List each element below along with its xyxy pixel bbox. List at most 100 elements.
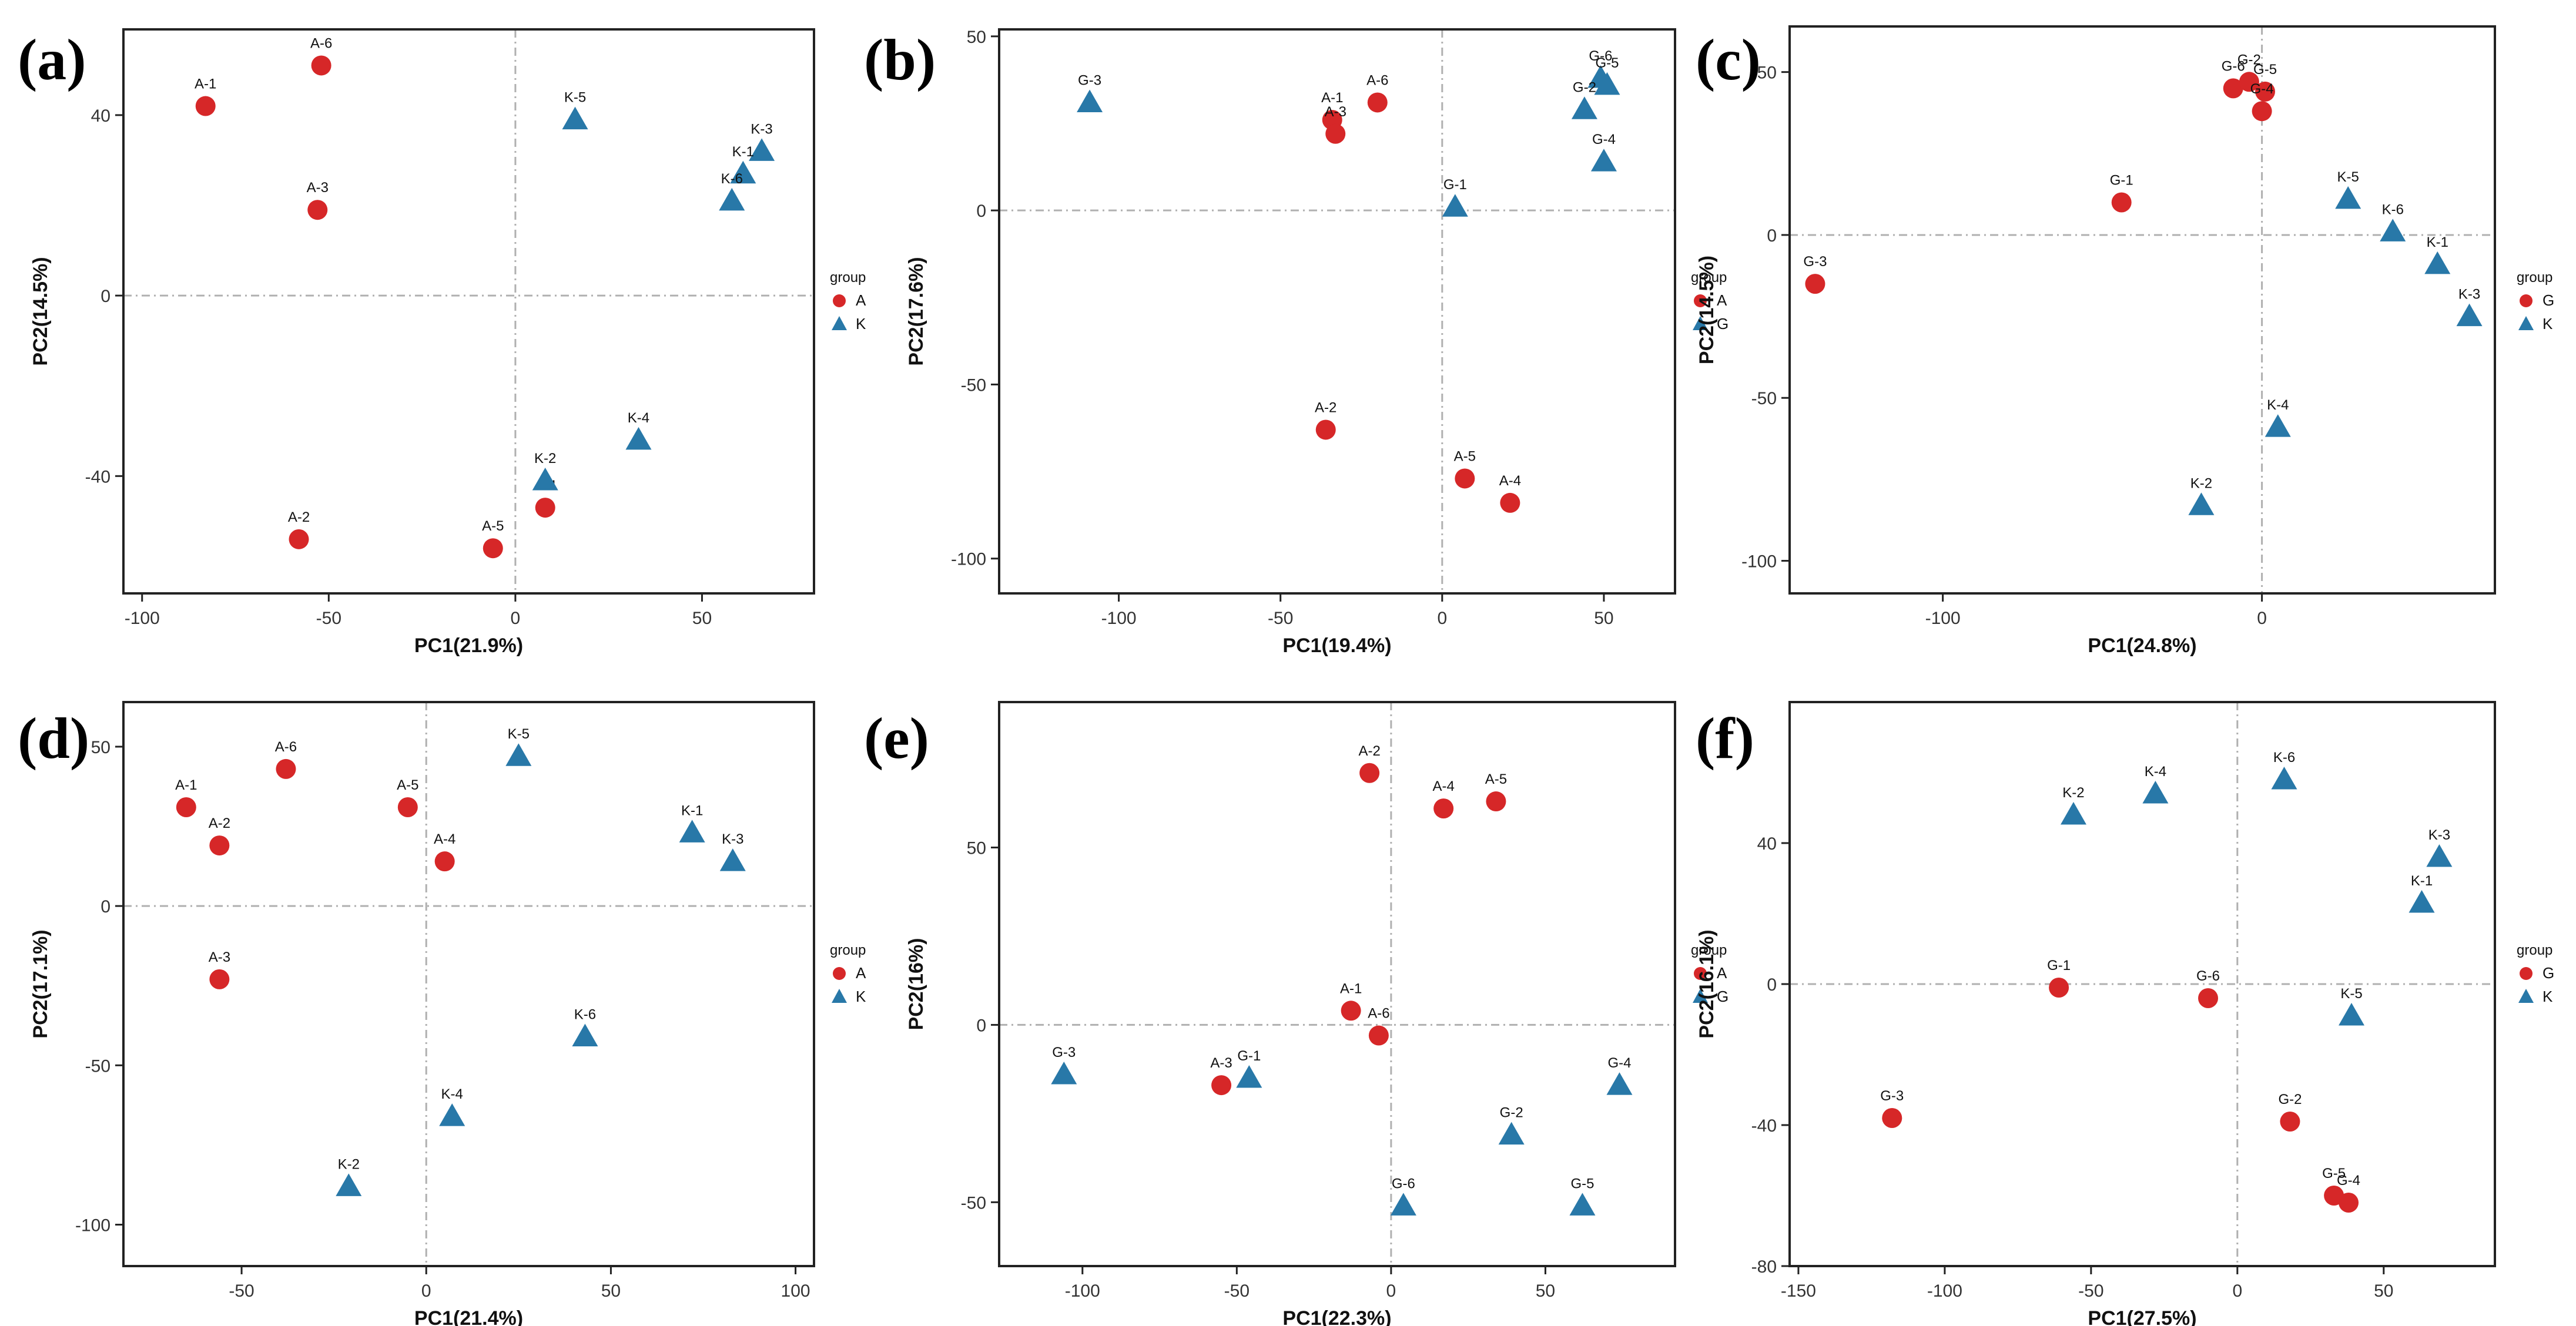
point-K-3 [719,848,746,871]
point-A-5 [1486,791,1506,812]
point-label-G-3: G-3 [1078,72,1101,88]
x-axis-label: PC1(27.5%) [2088,1307,2196,1326]
point-K-5 [2339,1003,2365,1026]
point-K-5 [2335,186,2361,209]
legend-label-K: K [2542,988,2553,1005]
legend-label-G: G [1717,988,1729,1005]
point-G-2 [2280,1112,2300,1132]
panel-letter: (a) [18,27,86,92]
point-A-5 [483,538,503,559]
data-points: K-6 K-4 K-2 K-3 K-1 K-5 G-1 G-6 G-3 G-2 G-5G-4 [1880,750,2453,1213]
point-label-G-6: G-6 [2222,58,2245,74]
point-A-2 [1359,763,1380,783]
point-label-G-5: G-5 [2322,1166,2346,1181]
point-K-4 [625,427,652,450]
y-tick-label: 0 [1767,226,1777,246]
point-label-G-2: G-2 [2237,52,2261,68]
point-label-K-1: K-1 [2427,234,2448,250]
x-tick-label: 50 [1594,609,1613,628]
point-A-2 [209,835,230,856]
point-K-3 [2426,844,2453,867]
point-A-2 [289,529,309,549]
panel-d: (d) -50 0 50 100 -100 -50 0 50 PC1(21.4%) PC2(17.1… [18,701,866,1326]
point-K-6 [719,187,745,211]
point-label-K-2: K-2 [534,451,556,466]
legend: group AG [1691,270,1729,333]
x-tick-label: 50 [2374,1281,2393,1301]
legend-title: group [2517,942,2552,958]
point-A-1 [1341,1001,1361,1021]
panel-a: (a) -100 -50 0 50 -40 0 40 PC1(21.9%) PC2(14.5%) A… [18,27,866,657]
legend-marker-G [1693,989,1708,1003]
point-G-2 [1571,96,1597,119]
point-label-K-4: K-4 [2145,764,2166,780]
point-label-A-1: A-1 [195,76,216,92]
y-tick-label: 50 [967,28,986,47]
y-axis-label: PC2(17.1%) [29,929,52,1038]
point-K-2 [532,468,558,491]
panel-c: (c) -100 0 -100 -50 0 50 PC1(24.8%) PC2(14.5%) G-… [1696,25,2554,657]
plot-frame [998,28,1676,595]
x-tick-label: -150 [1781,1281,1816,1301]
point-label-K-5: K-5 [508,726,530,742]
x-tick-label: -100 [125,609,160,628]
y-axis-label: PC2(16.1%) [1696,929,1718,1038]
point-label-A-6: A-6 [1368,1006,1389,1022]
legend-title: group [2517,270,2552,286]
y-tick-label: 50 [967,839,986,858]
point-K-3 [2456,303,2483,327]
y-tick-label: 0 [101,287,110,306]
point-A-6 [276,758,296,779]
y-tick-label: -100 [1741,552,1777,572]
point-A-5 [397,797,418,817]
point-A-2 [1315,419,1336,440]
x-tick-label: -100 [1925,609,1961,628]
legend-marker-A [1694,967,1707,980]
point-K-1 [2408,890,2435,913]
point-label-G-3: G-3 [1880,1088,1904,1104]
point-label-K-5: K-5 [2340,986,2362,1002]
x-tick-label: 50 [601,1281,621,1301]
point-label-A-5: A-5 [397,777,418,793]
legend-label-A: A [856,291,866,309]
y-tick-label: 50 [91,738,110,757]
point-label-A-1: A-1 [1321,90,1343,106]
plot-frame [1788,25,2496,595]
point-label-G-2: G-2 [1573,79,1596,95]
point-label-G-5: G-5 [1595,55,1619,71]
point-label-A-5: A-5 [1454,448,1476,464]
point-A-4 [434,851,455,872]
point-A-1 [176,797,196,817]
legend-marker-K [2518,989,2534,1003]
panel-letter: (f) [1696,706,1754,771]
legend-label-G: G [2542,291,2554,309]
legend-marker-G [1693,316,1708,330]
y-tick-label: 40 [91,106,110,126]
x-tick-label: 50 [692,609,712,628]
point-label-K-2: K-2 [338,1156,360,1172]
point-label-G-4: G-4 [2337,1173,2360,1189]
point-label-K-6: K-6 [574,1006,596,1022]
point-label-A-4: A-4 [1499,473,1521,489]
point-G-3 [1077,89,1103,112]
point-label-A-2: A-2 [1358,743,1380,759]
point-K-2 [2060,802,2086,825]
y-tick-label: -40 [1751,1116,1777,1136]
point-G-2 [1498,1122,1525,1145]
y-tick-label: -50 [961,375,986,395]
data-points: G-3 A-1A-3 A-6 G-1 G-6G-5 G-2 G-4 A-2 A-5 A-4 [1077,48,1620,513]
legend-label-G: G [1717,315,1729,333]
point-K-3 [749,138,775,161]
point-label-K-4: K-4 [441,1086,463,1102]
point-K-6 [2271,767,2297,790]
point-A-3 [1211,1075,1232,1096]
legend-marker-G [2520,967,2533,980]
x-tick-label: -50 [2078,1281,2103,1301]
legend-label-A: A [856,964,866,982]
point-label-K-2: K-2 [2062,785,2084,801]
x-tick-label: 0 [2257,609,2267,628]
point-G-2 [2239,72,2259,92]
point-K-4 [2142,781,2169,804]
point-label-G-3: G-3 [1803,254,1827,270]
panel-e: (e) -100 -50 0 50 -50 0 50 PC1(22.3%) PC2(16%) A-2… [864,701,1729,1326]
